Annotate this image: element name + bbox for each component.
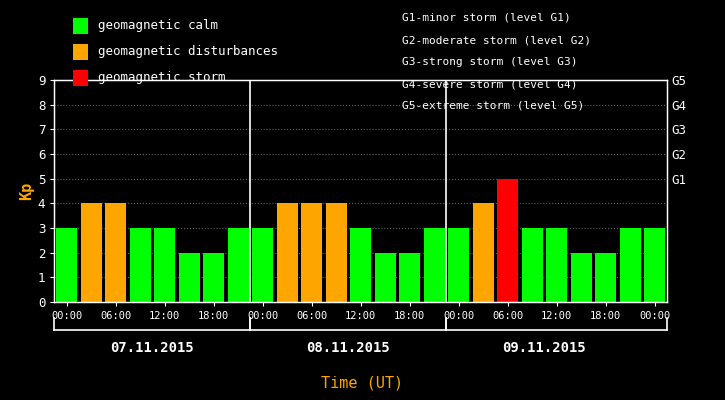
Bar (179, 253, 199, 302)
Bar (105, 203, 126, 302)
Bar (154, 228, 175, 302)
Bar (522, 228, 542, 302)
Text: 09.11.2015: 09.11.2015 (502, 341, 587, 355)
Text: G1-minor storm (level G1): G1-minor storm (level G1) (402, 13, 571, 23)
Bar (57, 228, 77, 302)
Bar (620, 228, 641, 302)
Text: 08.11.2015: 08.11.2015 (307, 341, 390, 355)
Bar (302, 203, 322, 302)
Text: G2-moderate storm (level G2): G2-moderate storm (level G2) (402, 35, 592, 45)
Bar (130, 228, 151, 302)
Bar (252, 228, 273, 302)
Bar (645, 228, 665, 302)
Text: 07.11.2015: 07.11.2015 (110, 341, 194, 355)
Bar (595, 253, 616, 302)
Bar (571, 253, 592, 302)
Bar (228, 228, 249, 302)
Bar (448, 228, 469, 302)
Text: geomagnetic disturbances: geomagnetic disturbances (98, 46, 278, 58)
Text: G3-strong storm (level G3): G3-strong storm (level G3) (402, 57, 578, 67)
Text: Time (UT): Time (UT) (321, 375, 404, 390)
Bar (473, 203, 494, 302)
Text: geomagnetic storm: geomagnetic storm (98, 72, 225, 84)
Bar (547, 228, 567, 302)
Bar (326, 203, 347, 302)
Bar (497, 179, 518, 302)
Y-axis label: Kp: Kp (19, 182, 33, 200)
Text: G4-severe storm (level G4): G4-severe storm (level G4) (402, 79, 578, 89)
Bar (375, 253, 396, 302)
Bar (424, 228, 444, 302)
Bar (80, 203, 102, 302)
Bar (203, 253, 224, 302)
Bar (277, 203, 297, 302)
Bar (399, 253, 420, 302)
Text: geomagnetic calm: geomagnetic calm (98, 20, 218, 32)
Bar (350, 228, 371, 302)
Text: G5-extreme storm (level G5): G5-extreme storm (level G5) (402, 101, 584, 111)
